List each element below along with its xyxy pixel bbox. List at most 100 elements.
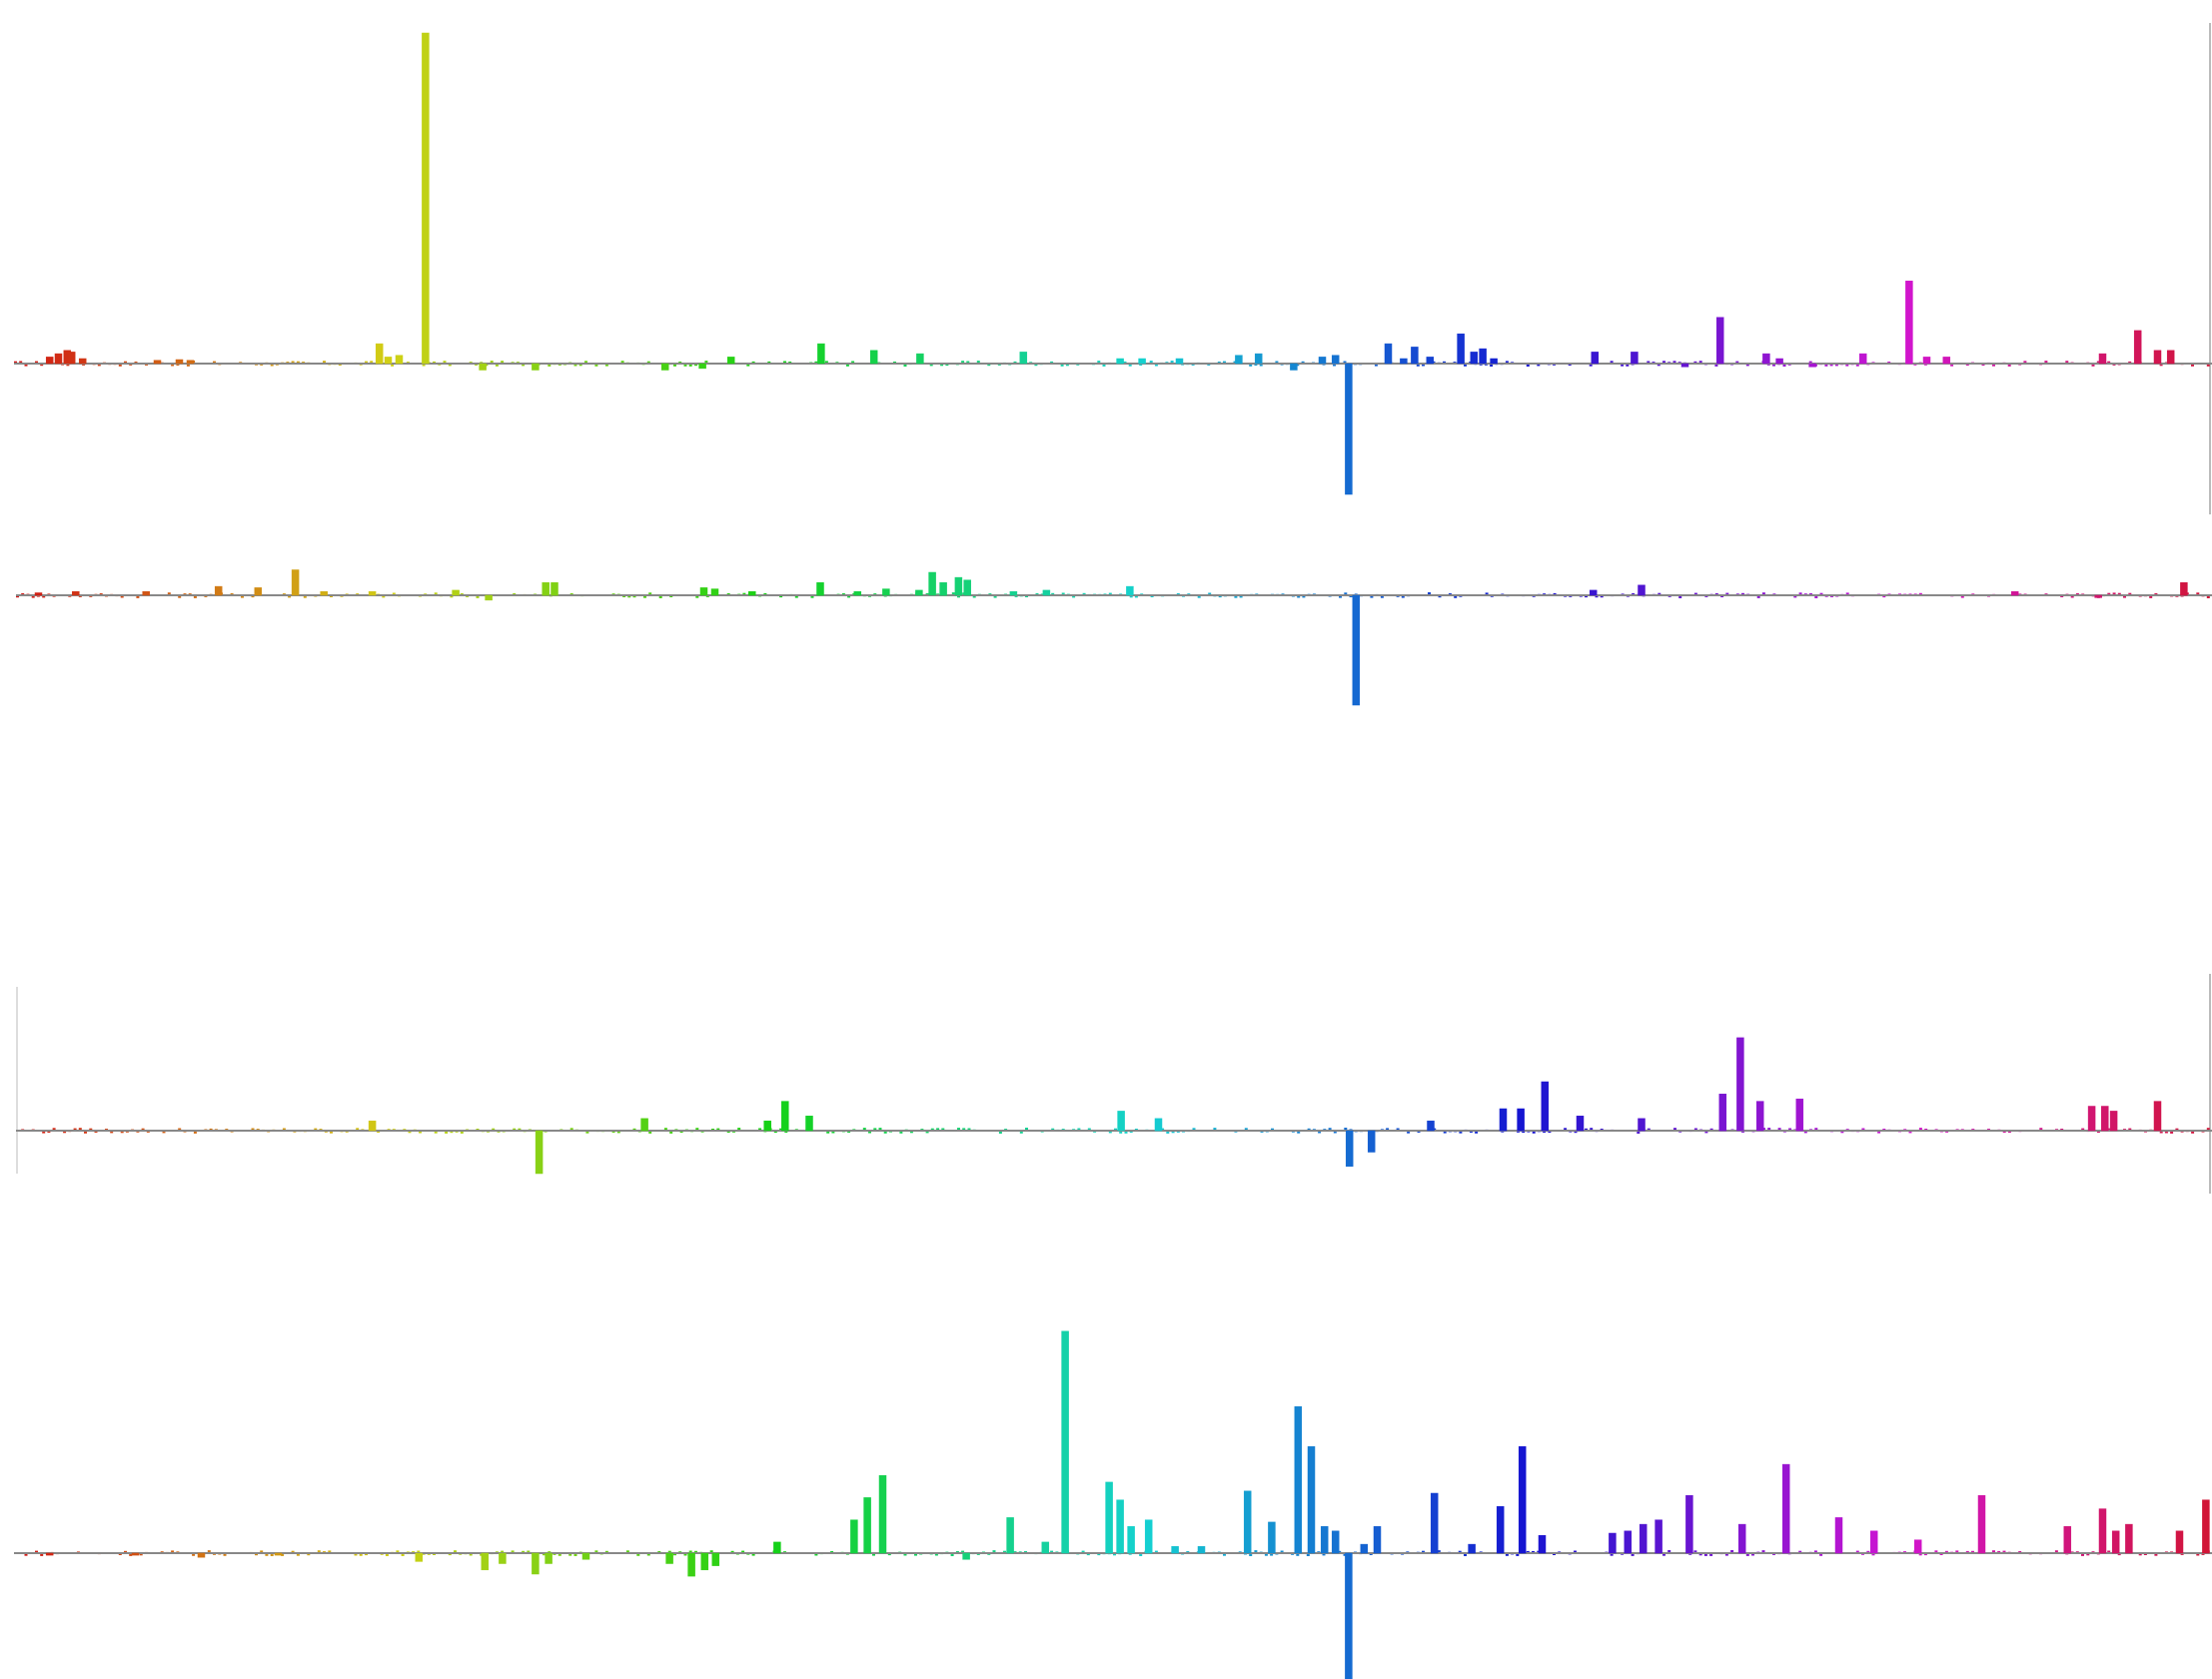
bar-1-37: [1479, 348, 1487, 365]
noise-bar: [573, 364, 577, 367]
noise-bar: [1301, 361, 1305, 364]
noise-bar: [2154, 592, 2158, 595]
noise-bar: [557, 1553, 561, 1556]
bar-4-53: [1977, 1494, 1986, 1554]
noise-bar: [288, 595, 292, 598]
noise-bar: [632, 1128, 636, 1131]
noise-bar: [16, 595, 19, 598]
noise-bar: [1223, 361, 1226, 364]
noise-bar: [1745, 1553, 1749, 1556]
bar-1-52: [2153, 350, 2162, 365]
noise-bar: [2117, 1553, 2121, 1556]
noise-bar: [1632, 592, 1636, 595]
noise-bar: [2206, 364, 2210, 367]
noise-bar: [52, 1128, 56, 1131]
noise-bar: [1192, 1128, 1196, 1131]
bar-3-3: [640, 1118, 648, 1132]
noise-bar: [1667, 1550, 1671, 1553]
noise-bar: [448, 1553, 452, 1556]
noise-bar: [167, 592, 171, 595]
noise-bar: [492, 1128, 496, 1131]
noise-bar: [171, 364, 175, 367]
noise-bar: [1134, 595, 1138, 598]
track-panel-2: [16, 569, 2212, 706]
noise-bar: [476, 595, 480, 598]
noise-bar: [213, 361, 216, 364]
noise-bar: [2191, 1131, 2195, 1134]
noise-bar: [1322, 1553, 1326, 1556]
noise-bar: [192, 1553, 196, 1556]
noise-bar: [1698, 361, 1702, 364]
noise-bar: [1595, 595, 1599, 598]
noise-bar: [97, 364, 101, 367]
bar-1-34: [1426, 357, 1435, 365]
bar-1-9: [375, 343, 384, 365]
noise-bar: [73, 1128, 77, 1131]
bar-4-38: [1430, 1492, 1439, 1554]
noise-bar: [1861, 1128, 1865, 1131]
noise-bar: [1401, 595, 1405, 598]
bar-4-42: [1538, 1534, 1547, 1554]
bar-2-22: [954, 576, 963, 596]
noise-bar: [862, 1128, 866, 1131]
noise-bar: [270, 364, 274, 367]
noise-bar: [1693, 592, 1697, 595]
noise-bar: [1944, 1550, 1948, 1553]
noise-bar: [826, 1131, 830, 1134]
noise-bar: [1396, 1128, 1400, 1131]
noise-bar: [2023, 361, 2027, 364]
noise-bar: [1767, 1128, 1771, 1131]
noise-bar: [2164, 1131, 2168, 1134]
noise-bar: [1526, 364, 1530, 367]
noise-bar: [260, 1550, 264, 1553]
noise-bar: [1108, 592, 1112, 595]
bar-2-21: [939, 582, 947, 596]
noise-bar: [779, 1128, 783, 1131]
noise-bar: [2112, 592, 2116, 595]
noise-bar: [620, 361, 624, 364]
noise-bar: [914, 1553, 917, 1556]
noise-bar: [382, 595, 386, 598]
bar-1-47: [1905, 281, 1913, 365]
noise-bar: [1735, 361, 1739, 364]
bar-2-26: [1126, 585, 1134, 596]
noise-bar: [1829, 364, 1833, 367]
noise-bar: [178, 1128, 182, 1131]
noise-bar: [1296, 364, 1300, 367]
noise-bar: [1647, 361, 1651, 364]
noise-bar: [1714, 364, 1718, 367]
noise-bar: [162, 1131, 166, 1134]
noise-bar: [1782, 364, 1786, 367]
bar-1-39: [1591, 352, 1600, 365]
noise-bar: [1709, 1553, 1713, 1556]
noise-bar: [1343, 361, 1347, 364]
noise-bar: [385, 1553, 389, 1556]
noise-bar: [296, 1553, 300, 1556]
noise-bar: [934, 1553, 938, 1556]
noise-bar: [694, 1550, 697, 1553]
noise-bar: [270, 1553, 274, 1556]
noise-bar: [604, 364, 608, 367]
bar-2-32: [2180, 582, 2188, 596]
noise-bar: [1019, 1131, 1023, 1134]
noise-bar: [1871, 1553, 1875, 1556]
bar-4-37: [1373, 1526, 1382, 1554]
noise-bar: [1034, 364, 1038, 367]
noise-bar: [878, 1128, 882, 1131]
noise-bar: [1997, 1550, 2001, 1553]
bar-3-6: [805, 1116, 813, 1132]
bar-3-2: [535, 1130, 544, 1175]
noise-bar: [2075, 592, 2079, 595]
noise-bar: [2154, 1553, 2158, 1556]
noise-bar: [513, 1128, 517, 1131]
bar-4-16: [850, 1519, 858, 1554]
bar-2-29: [1638, 584, 1646, 596]
bar-4-40: [1496, 1506, 1505, 1554]
noise-bar: [1960, 595, 1964, 598]
noise-bar: [1166, 1131, 1170, 1134]
noise-bar: [1657, 364, 1660, 367]
noise-bar: [1458, 1550, 1462, 1553]
bar-1-18: [817, 343, 825, 365]
noise-bar: [129, 1553, 133, 1556]
noise-bar: [1328, 1128, 1332, 1131]
